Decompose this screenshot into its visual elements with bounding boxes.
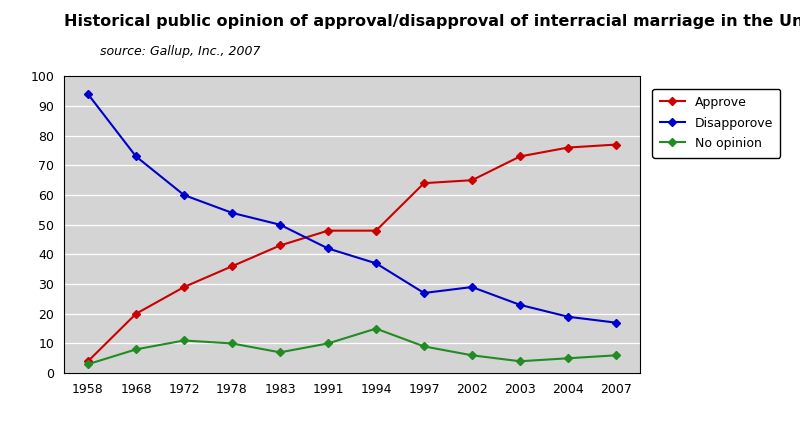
- No opinion: [131, 347, 141, 352]
- Approve: [563, 145, 573, 150]
- Approve: [419, 181, 429, 186]
- Approve: [131, 311, 141, 316]
- No opinion: [611, 353, 621, 358]
- Approve: [371, 228, 381, 233]
- No opinion: [179, 338, 189, 343]
- Disapporove: [275, 222, 285, 227]
- No opinion: [323, 341, 333, 346]
- Line: No opinion: No opinion: [86, 326, 618, 367]
- No opinion: [371, 326, 381, 331]
- Disapporove: [563, 314, 573, 319]
- Disapporove: [131, 154, 141, 159]
- Approve: [467, 178, 477, 183]
- Text: source: Gallup, Inc., 2007: source: Gallup, Inc., 2007: [100, 45, 261, 58]
- Line: Approve: Approve: [86, 142, 618, 364]
- Disapporove: [227, 210, 237, 215]
- No opinion: [227, 341, 237, 346]
- Disapporove: [179, 192, 189, 198]
- Approve: [611, 142, 621, 147]
- Approve: [227, 264, 237, 269]
- Text: Historical public opinion of approval/disapproval of interracial marriage in the: Historical public opinion of approval/di…: [64, 14, 800, 29]
- No opinion: [83, 362, 93, 367]
- Approve: [179, 285, 189, 290]
- Approve: [323, 228, 333, 233]
- No opinion: [515, 359, 525, 364]
- Disapporove: [515, 302, 525, 307]
- Legend: Approve, Disapporove, No opinion: Approve, Disapporove, No opinion: [652, 89, 780, 157]
- Approve: [83, 359, 93, 364]
- Disapporove: [323, 246, 333, 251]
- Disapporove: [467, 285, 477, 290]
- Approve: [515, 154, 525, 159]
- Disapporove: [371, 261, 381, 266]
- Disapporove: [83, 92, 93, 97]
- Disapporove: [419, 290, 429, 296]
- Disapporove: [611, 320, 621, 325]
- No opinion: [467, 353, 477, 358]
- Approve: [275, 243, 285, 248]
- No opinion: [275, 350, 285, 355]
- No opinion: [419, 344, 429, 349]
- Line: Disapporove: Disapporove: [86, 91, 618, 326]
- No opinion: [563, 356, 573, 361]
